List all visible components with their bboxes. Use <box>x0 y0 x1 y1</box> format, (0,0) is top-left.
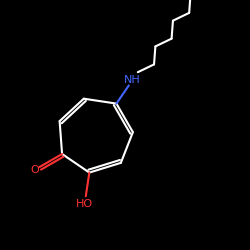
Text: HO: HO <box>76 199 93 209</box>
Text: O: O <box>30 165 39 175</box>
Text: NH: NH <box>124 75 141 85</box>
